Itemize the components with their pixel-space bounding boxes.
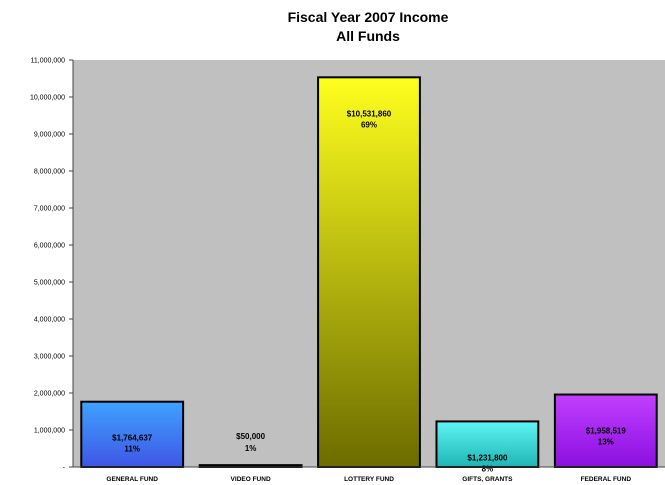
y-tick-label: 6,000,000 (34, 243, 65, 250)
y-tick-label: 8,000,000 (34, 169, 65, 176)
bar-percent-label: 1% (245, 444, 257, 453)
y-tick-label: - (63, 465, 66, 472)
bar-percent-label: 13% (598, 438, 614, 447)
bar (553, 393, 658, 468)
category-label: LOTTERY FUND (344, 476, 394, 483)
category-labels: GENERAL FUND VIDEO FUND LOTTERY FUND GIFTS,… (106, 476, 631, 483)
y-tick-label: 4,000,000 (34, 317, 65, 324)
y-axis-ticks: - 1,000,000 2,000,000 3,000,000 4,000,000 5,0… (30, 58, 73, 472)
bar-value-label: $1,764,637 (112, 434, 153, 443)
category-label: FEDERAL FUND (581, 476, 632, 483)
y-tick-label: 3,000,000 (34, 354, 65, 361)
y-tick-label: 7,000,000 (34, 206, 65, 213)
bar-value-label: $1,231,800 (467, 453, 508, 462)
data-labels: $1,764,637 11% $50,000 1% $10,531,860 69% $1,2… (112, 109, 626, 473)
bar-percent-label: 69% (361, 120, 377, 129)
chart-title: Fiscal Year 2007 Income (288, 9, 449, 25)
chart-subtitle: All Funds (336, 28, 400, 44)
bar-value-label: $10,531,860 (347, 109, 392, 118)
category-label: GENERAL FUND (106, 476, 158, 483)
bar-percent-label: 11% (124, 445, 140, 454)
y-tick-label: 11,000,000 (30, 58, 65, 65)
y-tick-label: 9,000,000 (34, 132, 65, 139)
y-tick-label: 10,000,000 (30, 95, 65, 102)
bar (317, 76, 421, 469)
y-tick-label: 5,000,000 (34, 280, 65, 287)
category-label: GIFTS, GRANTS (462, 476, 513, 483)
bar-value-label: $50,000 (236, 432, 265, 441)
y-tick-label: 2,000,000 (34, 391, 65, 398)
bars (80, 76, 658, 469)
bar (80, 400, 185, 469)
bar-value-label: $1,958,519 (586, 427, 627, 436)
category-label: VIDEO FUND (231, 476, 271, 483)
bar-percent-label: 8% (482, 464, 494, 473)
y-tick-label: 1,000,000 (34, 428, 65, 435)
